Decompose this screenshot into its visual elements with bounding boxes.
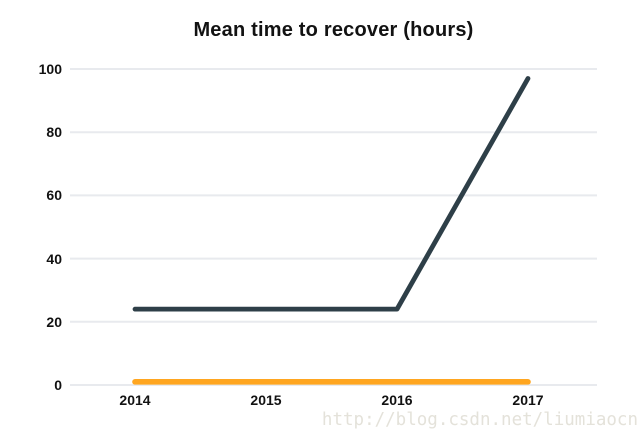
- series-line-dark-slate-series: [132, 76, 531, 312]
- y-tick-label-60: 60: [46, 187, 62, 204]
- x-tick-label-2015: 2015: [250, 392, 282, 408]
- y-axis-labels: 0 20 40 60 80 100: [0, 0, 62, 444]
- chart-title: Mean time to recover (hours): [193, 19, 474, 41]
- x-tick-label-2014: 2014: [119, 392, 151, 408]
- watermark-text: http://blog.csdn.net/liumiaocn: [321, 410, 638, 430]
- y-tick-label-20: 20: [46, 313, 62, 330]
- y-tick-label-0: 0: [54, 377, 62, 393]
- x-tick-label-2016: 2016: [381, 392, 413, 408]
- y-tick-label-100: 100: [38, 61, 62, 77]
- y-tick-label-80: 80: [46, 124, 62, 141]
- x-tick-label-2017: 2017: [512, 392, 544, 408]
- y-tick-label-40: 40: [46, 250, 62, 267]
